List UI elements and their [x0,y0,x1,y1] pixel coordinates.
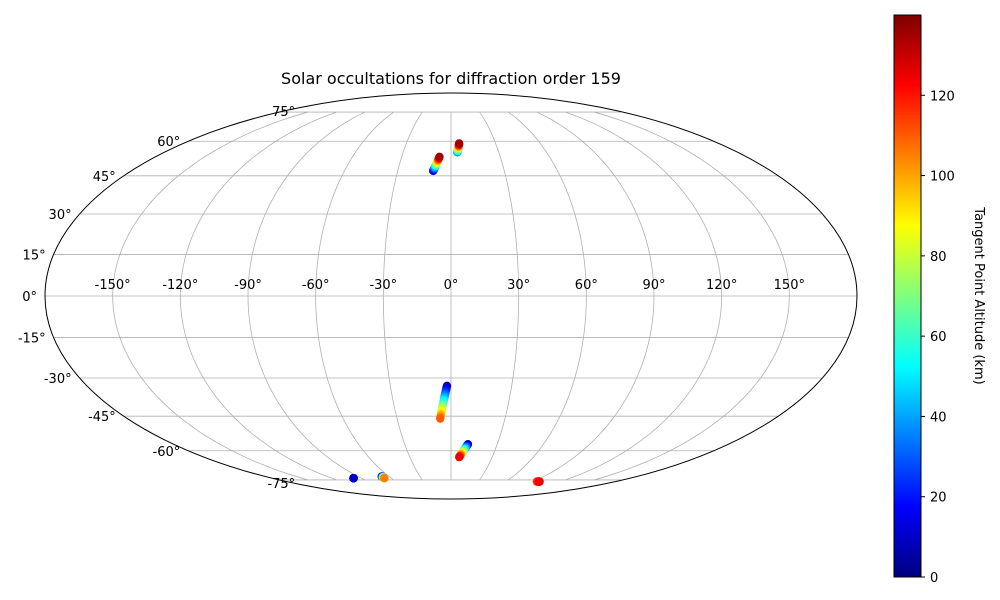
colorbar-tick-label: 80 [930,250,947,265]
longitude-tick-label: 60° [575,278,598,293]
colorbar-tick-label: 60 [930,330,947,345]
latitude-tick-label: 75° [272,105,295,120]
latitude-tick-label: -75° [267,477,295,492]
colorbar-label: Tangent Point Altitude (km) [971,206,986,384]
longitude-tick-label: -60° [302,278,330,293]
occultation-point [454,139,464,148]
occultation-point [435,152,444,162]
latitude-tick-labels: 75° 60° 45° 30° 15° 0° -15° -30° -45° -60° -75° [18,105,295,492]
latitude-tick-label: -30° [44,372,72,387]
longitude-tick-label: -120° [162,278,198,293]
longitude-tick-label: 120° [706,278,737,293]
colorbar-gradient [893,14,922,578]
colorbar-tick-label: 40 [930,410,947,425]
colorbar: 0 20 40 60 80 100 120 Tangent Point Altitude (… [893,14,986,586]
latitude-tick-label: 15° [23,248,46,263]
colorbar-tick-label: 20 [930,491,947,506]
latitude-tick-label: 0° [22,290,37,305]
occultation-point [535,477,544,486]
graticule [45,111,857,481]
occultation-points [349,139,544,486]
colorbar-tick-label: 120 [930,89,955,104]
occultation-point [349,474,358,483]
longitude-tick-label: -150° [95,278,131,293]
map-boundary [44,92,858,500]
chart-title: Solar occultations for diffraction order… [281,69,621,88]
colorbar-ticks: 0 20 40 60 80 100 120 [921,89,955,586]
occultation-point [455,452,464,462]
longitude-tick-label: -90° [234,278,262,293]
latitude-tick-label: 45° [93,170,116,185]
occultation-point [436,414,445,423]
longitude-tick-label: 30° [507,278,530,293]
latitude-tick-label: -15° [18,332,46,347]
latitude-tick-label: 60° [157,135,180,150]
longitude-tick-label: 0° [444,278,459,293]
latitude-tick-label: -60° [153,445,181,460]
longitude-tick-labels: -150° -120° -90° -60° -30° 0° 30° 60° 90° 120° 150… [95,278,805,293]
occultation-point [380,474,389,483]
colorbar-tick-label: 0 [930,571,938,586]
latitude-tick-label: -45° [88,410,116,425]
colorbar-tick-label: 100 [930,170,955,185]
longitude-tick-label: 90° [642,278,665,293]
longitude-tick-label: 150° [774,278,805,293]
latitude-tick-label: 30° [49,208,72,223]
longitude-tick-label: -30° [369,278,397,293]
